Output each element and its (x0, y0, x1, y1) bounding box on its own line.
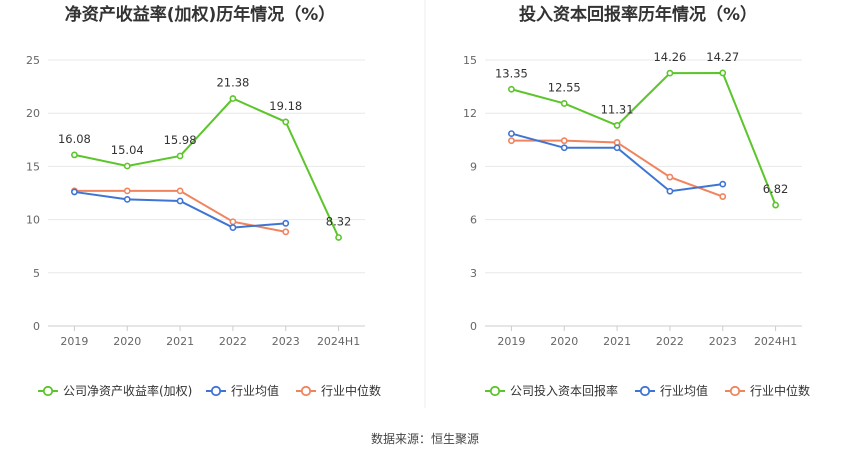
data-label: 13.35 (495, 66, 528, 80)
x-tick-label: 2023 (709, 335, 737, 348)
series-line-avg (74, 190, 286, 229)
data-point-median (229, 218, 237, 226)
data-label: 19.18 (269, 99, 302, 113)
x-tick-label: 2020 (550, 335, 578, 348)
y-tick-label: 3 (470, 267, 477, 280)
legend-label: 行业中位数 (750, 383, 810, 398)
data-point-median (123, 187, 131, 195)
data-point-avg (666, 187, 674, 195)
y-tick-label: 5 (33, 267, 40, 280)
series-line-company (511, 71, 777, 206)
data-point-company (613, 122, 621, 129)
data-point-avg (560, 144, 568, 152)
data-point-avg (123, 195, 131, 203)
data-label: 16.08 (58, 132, 91, 146)
y-tick-label: 12 (463, 107, 477, 120)
data-point-company (71, 151, 78, 159)
data-point-company (772, 201, 779, 209)
data-point-median (560, 137, 568, 145)
legend-item-company[interactable]: 公司净资产收益率(加权) (38, 383, 192, 398)
data-point-company (282, 118, 290, 126)
legend-label: 公司净资产收益率(加权) (63, 383, 192, 398)
data-point-company (335, 234, 342, 241)
data-point-median (508, 137, 515, 145)
legend-item-avg[interactable]: 行业均值 (206, 383, 279, 398)
chart-panel-1: 净资产收益率(加权)历年情况（%） 0 5 10 15 20 25 2019 2020 2021 2… (26, 4, 381, 398)
y-tick-label: 15 (463, 54, 477, 67)
data-point-median (176, 187, 184, 195)
data-point-median (613, 139, 621, 146)
legend-item-median[interactable]: 行业中位数 (725, 383, 810, 398)
legend-item-median[interactable]: 行业中位数 (296, 383, 381, 398)
data-point-median (666, 173, 674, 181)
data-label: 14.27 (706, 50, 739, 64)
x-tick-label: 2021 (166, 335, 194, 348)
data-label: 21.38 (216, 76, 249, 90)
data-label: 6.82 (763, 182, 789, 196)
y-tick-label: 15 (26, 160, 40, 173)
y-tick-label: 9 (470, 160, 477, 173)
legend-label: 行业均值 (660, 383, 708, 398)
y-tick-label: 0 (470, 320, 477, 333)
legend-marker (729, 385, 741, 397)
y-tick-label: 20 (26, 107, 40, 120)
x-tick-label: 2022 (656, 335, 684, 348)
data-label: 8.32 (326, 214, 352, 228)
data-point-company (560, 100, 568, 107)
data-point-company (229, 95, 237, 102)
data-point-company (176, 152, 184, 160)
x-tick-label: 2020 (113, 335, 141, 348)
legend-marker (639, 385, 651, 397)
x-tick-label: 2024H1 (754, 335, 797, 348)
x-tick-label: 2019 (60, 335, 88, 348)
legend-marker (42, 385, 54, 397)
legend-item-avg[interactable]: 行业均值 (635, 383, 708, 398)
data-point-avg (508, 130, 515, 137)
x-tick-label: 2024H1 (317, 335, 360, 348)
legend-marker (300, 385, 312, 397)
chart-title: 投入资本回报率历年情况（%） (519, 4, 757, 25)
legend-marker (489, 385, 501, 397)
legend-marker (210, 385, 222, 397)
data-point-company (719, 69, 727, 77)
y-tick-label: 0 (33, 320, 40, 333)
data-point-company (666, 69, 674, 77)
legend-label: 行业均值 (231, 383, 279, 398)
data-point-avg (613, 144, 621, 152)
y-tick-label: 10 (26, 214, 40, 227)
series-line-company (74, 97, 340, 238)
data-label: 15.04 (111, 143, 144, 157)
legend-item-company[interactable]: 公司投入资本回报率 (485, 383, 618, 398)
data-label: 14.26 (653, 50, 686, 64)
legend-label: 行业中位数 (321, 383, 381, 398)
data-point-company (508, 85, 515, 93)
data-point-avg (176, 197, 184, 205)
data-label: 12.55 (548, 80, 581, 94)
x-tick-label: 2023 (272, 335, 300, 348)
data-point-median (282, 228, 290, 236)
data-point-median (719, 193, 727, 200)
data-point-avg (282, 219, 290, 227)
x-tick-label: 2019 (497, 335, 525, 348)
x-tick-label: 2022 (219, 335, 247, 348)
y-tick-label: 25 (26, 54, 40, 67)
data-point-company (123, 162, 131, 170)
data-point-avg (719, 180, 727, 188)
data-source: 数据来源：恒生聚源 (371, 431, 479, 446)
y-tick-label: 6 (470, 214, 477, 227)
data-point-avg (71, 188, 78, 196)
x-tick-label: 2021 (603, 335, 631, 348)
legend-label: 公司投入资本回报率 (510, 383, 618, 398)
data-label: 11.31 (601, 102, 634, 116)
data-label: 15.98 (164, 133, 197, 147)
chart-title: 净资产收益率(加权)历年情况（%） (65, 4, 336, 25)
chart-panel-2: 投入资本回报率历年情况（%） 0 3 6 9 12 15 2019 2020 2021 2022 20… (463, 4, 810, 398)
data-point-avg (229, 224, 237, 231)
